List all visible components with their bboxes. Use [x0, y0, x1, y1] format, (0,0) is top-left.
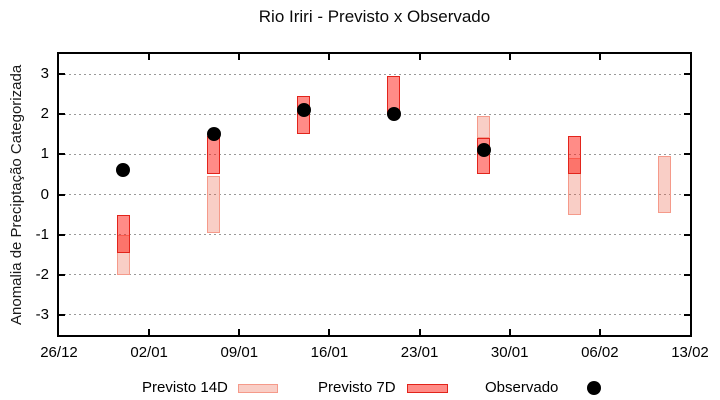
x-tick-label: 16/01 — [310, 344, 349, 361]
legend-label-observado: Observado — [485, 379, 559, 396]
y-axis-tick — [684, 313, 690, 316]
y-axis-tick — [684, 233, 690, 236]
forecast-14d-bar — [207, 176, 221, 233]
gridline — [59, 113, 690, 115]
y-axis-tick — [684, 153, 690, 156]
x-axis-tick — [598, 329, 601, 335]
x-axis-tick — [418, 329, 421, 335]
x-axis-tick — [148, 329, 151, 335]
y-axis-tick — [684, 273, 690, 276]
observed-dot — [386, 107, 401, 122]
x-tick-label: 30/01 — [490, 344, 529, 361]
legend-dot-observado-icon — [587, 381, 601, 395]
y-tick-label: 0 — [40, 185, 49, 203]
gridline — [59, 234, 690, 236]
forecast-14d-bar — [657, 156, 671, 213]
plot-area — [57, 52, 692, 337]
x-tick-label: 06/02 — [581, 344, 619, 361]
y-tick-label: -3 — [35, 305, 49, 323]
observed-dot — [116, 163, 131, 178]
forecast-7d-bar — [116, 214, 130, 253]
gridline — [59, 73, 690, 75]
y-axis-tick — [59, 313, 65, 316]
gridline — [59, 194, 690, 195]
x-axis-tick — [328, 54, 331, 60]
forecast-14d-bar — [477, 116, 491, 139]
x-tick-label: 23/01 — [400, 344, 439, 361]
y-tick-label: -1 — [35, 225, 49, 243]
x-tick-label: 26/12 — [40, 344, 78, 361]
legend-label-previsto-7d: Previsto 7D — [318, 379, 396, 396]
observed-dot — [206, 127, 221, 142]
x-axis-tick — [508, 329, 511, 335]
legend-swatch-previsto-14d — [238, 384, 278, 393]
chart-title: Rio Iriri - Previsto x Observado — [258, 7, 491, 26]
x-tick-label: 09/01 — [220, 344, 259, 361]
x-tick-label: 02/01 — [130, 344, 168, 361]
y-axis-tick — [59, 273, 65, 276]
gridline — [59, 274, 690, 276]
legend-label-previsto-14d: Previsto 14D — [142, 379, 228, 396]
x-axis-tick — [508, 54, 511, 60]
y-axis-tick — [59, 233, 65, 236]
y-axis-tick — [59, 193, 65, 196]
y-tick-label: -2 — [35, 265, 49, 283]
gridline — [59, 153, 690, 155]
x-axis-tick — [598, 54, 601, 60]
y-axis-tick — [684, 193, 690, 196]
y-axis-tick — [59, 113, 65, 116]
x-axis-tick — [238, 54, 241, 60]
x-axis-tick — [148, 54, 151, 60]
y-tick-label: 3 — [40, 65, 49, 83]
x-axis-tick — [418, 54, 421, 60]
observed-dot — [476, 143, 491, 158]
forecast-7d-bar — [567, 136, 581, 175]
y-tick-label: 1 — [40, 145, 49, 163]
y-axis-tick — [59, 153, 65, 156]
y-axis-tick — [684, 73, 690, 76]
x-tick-label: 13/02 — [671, 344, 709, 361]
x-axis-tick — [238, 329, 241, 335]
gridline — [59, 314, 690, 316]
y-axis-tick — [59, 73, 65, 76]
y-axis-tick — [684, 113, 690, 116]
x-axis-tick — [328, 329, 331, 335]
y-tick-label: 2 — [40, 105, 49, 123]
forecast-7d-bar — [207, 136, 221, 175]
observed-dot — [296, 103, 311, 118]
legend-swatch-previsto-7d — [407, 384, 448, 393]
